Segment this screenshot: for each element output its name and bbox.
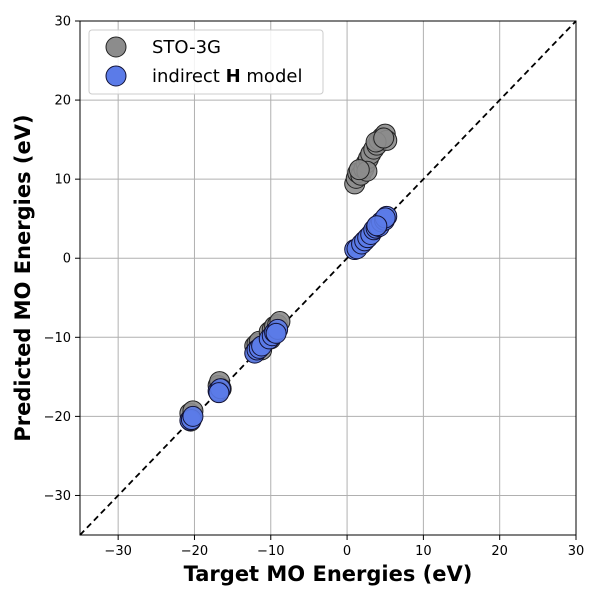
y-tick-label: 0 [63,252,71,267]
legend-box [88,29,324,95]
data-point [265,322,287,344]
data-point [348,159,370,181]
data-point [182,405,204,427]
y-tick-label: −30 [44,489,71,504]
x-tick-label: 10 [415,544,432,559]
identity-reference-line [79,20,577,536]
x-tick-label: −10 [257,544,284,559]
legend-label-indirect-h-model: indirect H model [152,66,302,87]
points-layer [179,123,398,432]
data-point [366,215,388,237]
x-tick-label: −20 [181,544,208,559]
x-tick-label: 30 [568,544,585,559]
reference-line-layer [79,20,577,536]
y-tick-label: 20 [54,94,71,109]
legend-label-sto3g: STO-3G [152,37,221,58]
x-tick-label: 0 [343,544,351,559]
y-axis-ticks: −30 −20 −10 0 10 20 30 [44,15,80,504]
series-indirect-h-model [179,205,398,431]
x-tick-label: −30 [104,544,131,559]
legend-label-indirect-bold: H [226,66,241,87]
x-axis-label: Target MO Energies (eV) [184,562,473,586]
data-point [208,382,230,404]
legend-label-indirect-prefix: indirect [152,66,226,87]
y-tick-label: 10 [54,173,71,188]
x-tick-label: 20 [491,544,508,559]
plot-frame [79,20,577,536]
data-point [373,127,395,149]
y-axis-label: Predicted MO Energies (eV) [11,114,35,441]
y-tick-label: 30 [54,15,71,30]
y-tick-label: −10 [44,331,71,346]
legend-marker-sto3g [105,36,127,58]
legend: STO-3G indirect H model [88,29,324,95]
legend-label-sto3g-prefix: STO-3G [152,37,221,58]
x-axis-ticks: −30 −20 −10 0 10 20 30 [104,535,584,559]
legend-marker-indirect-h-model [105,65,127,87]
legend-label-indirect-suffix: model [241,66,303,87]
y-tick-label: −20 [44,410,71,425]
